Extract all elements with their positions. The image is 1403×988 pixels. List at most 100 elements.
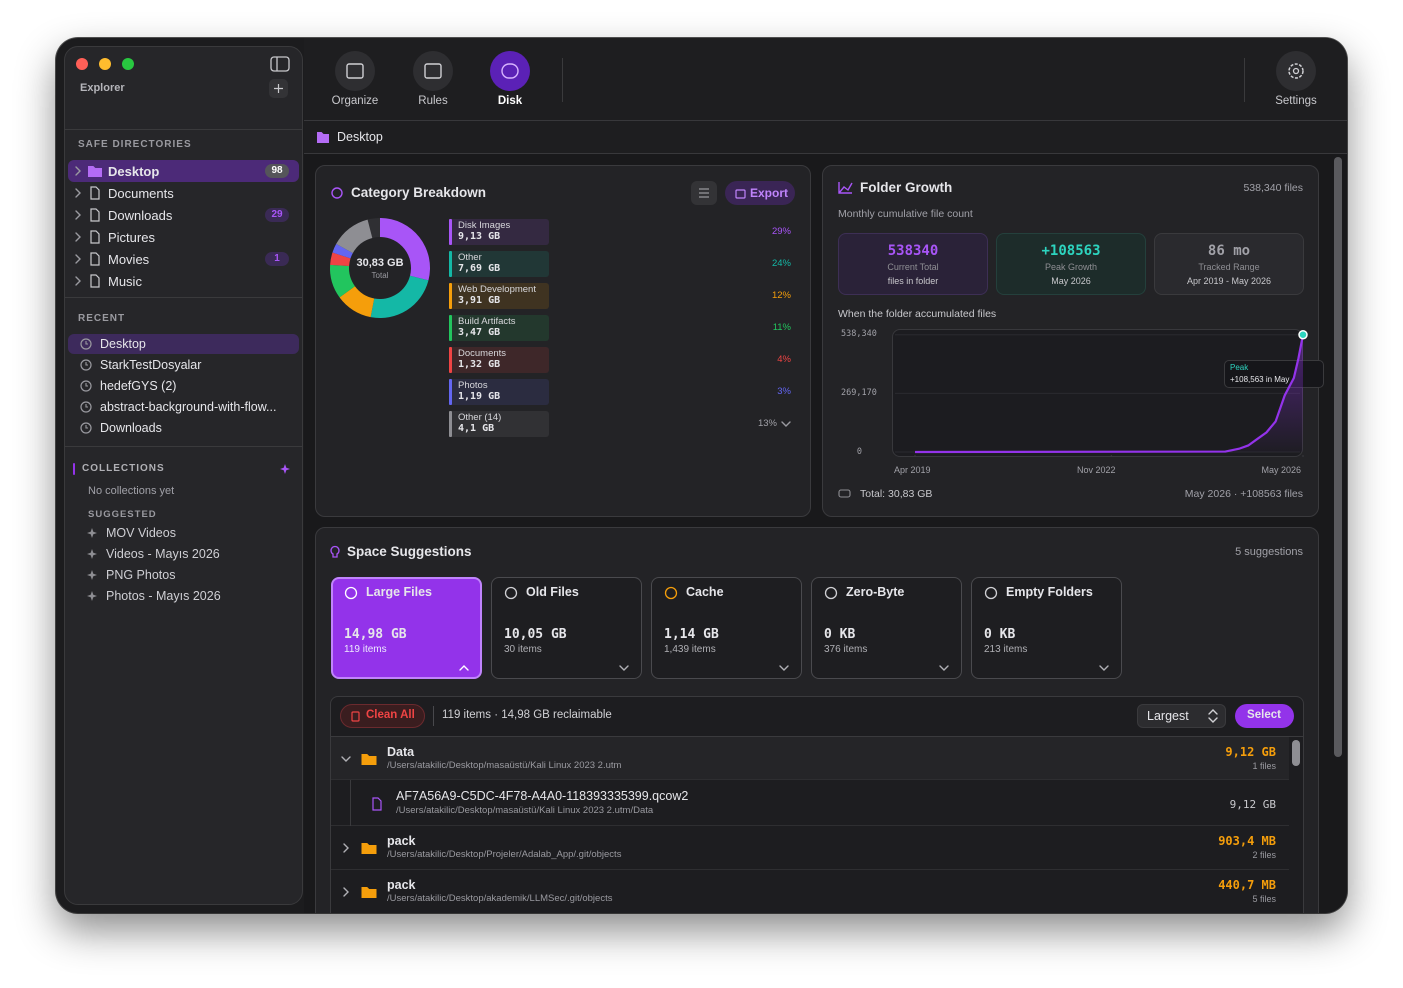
badge <box>265 164 289 178</box>
stat-label: Current Total <box>887 261 939 272</box>
suggested-collection[interactable]: Videos - Mayıs 2026 <box>106 546 220 561</box>
row-name: pack <box>387 877 416 892</box>
card-title: Folder Growth <box>860 180 953 196</box>
card-title: Space Suggestions <box>347 544 472 560</box>
toolbar-label[interactable]: Disk <box>497 95 523 108</box>
chevron-icon <box>459 665 469 671</box>
clock-hand <box>85 404 88 408</box>
suggestion-count: 5 suggestions <box>1235 545 1303 558</box>
suggested-collection[interactable]: PNG Photos <box>106 567 176 582</box>
file-row[interactable] <box>331 870 1289 913</box>
recent-item[interactable]: hedefGYS (2) <box>100 378 177 393</box>
toolbar-label[interactable]: Rules <box>418 95 448 108</box>
file-icon <box>90 186 100 200</box>
clock-icon <box>80 338 92 350</box>
donut-slice <box>380 218 431 281</box>
directory-item[interactable]: Documents <box>108 185 174 201</box>
clean-all-label[interactable]: Clean All <box>366 709 415 722</box>
stat-detail: May 2026 <box>1051 275 1091 286</box>
tooltip-title: Peak <box>1230 363 1249 372</box>
sparkle-icon <box>87 570 97 580</box>
toolbar-button[interactable] <box>413 51 453 91</box>
toolbar-divider <box>1244 58 1245 102</box>
legend-color-bar <box>449 347 452 373</box>
export-label[interactable]: Export <box>750 186 789 200</box>
stat-label: Tracked Range <box>1198 261 1260 272</box>
folder-icon <box>361 843 377 854</box>
sidebar-divider <box>65 129 302 130</box>
settings-button[interactable] <box>1276 51 1316 91</box>
list-scrollbar <box>1292 740 1300 766</box>
file-row[interactable] <box>331 780 1289 826</box>
sparkle-icon <box>87 528 97 538</box>
section-heading: SUGGESTED <box>88 509 157 521</box>
legend-percent: 12% <box>771 290 791 302</box>
folder-icon <box>317 132 329 143</box>
legend-row-bg <box>449 347 549 373</box>
legend-percent: 13% <box>757 418 777 430</box>
directory-item[interactable]: Desktop <box>108 163 160 179</box>
directory-item[interactable]: Music <box>108 273 142 289</box>
chevron-icon <box>75 232 81 242</box>
chevron-icon <box>1208 717 1218 723</box>
stat-label: Peak Growth <box>1044 261 1098 272</box>
chevron-icon <box>75 254 81 264</box>
legend-name: Documents <box>458 348 507 360</box>
select-label[interactable]: Select <box>1247 709 1281 722</box>
toolbar-label[interactable]: Organize <box>331 95 379 108</box>
sparkle-icon <box>280 464 290 474</box>
gear-hole <box>1292 67 1300 75</box>
suggested-collection[interactable]: MOV Videos <box>106 525 176 540</box>
suggestion-size: 10,05 GB <box>504 626 567 642</box>
suggestion-size: 14,98 GB <box>344 626 407 642</box>
legend-color-bar <box>449 379 452 405</box>
legend-color-bar <box>449 315 452 341</box>
clock-icon <box>80 401 92 413</box>
legend-size: 3,91 GB <box>458 295 501 306</box>
legend-size: 9,13 GB <box>458 231 501 242</box>
legend-percent: 4% <box>777 354 791 366</box>
footer-total: Total: 30,83 GB <box>860 487 933 500</box>
sort-select[interactable] <box>1137 704 1226 728</box>
recent-item[interactable]: StarkTestDosyalar <box>100 357 202 372</box>
legend-row-bg <box>449 219 549 245</box>
row-size: 903,4 MB <box>1218 834 1276 848</box>
suggestion-icon <box>504 586 518 600</box>
directory-item[interactable]: Downloads <box>108 207 173 223</box>
growth-line <box>914 334 1305 454</box>
clean-all-button[interactable] <box>340 704 425 728</box>
sort-label: Largest <box>1147 708 1189 723</box>
donut-slice <box>332 243 353 259</box>
breadcrumb: Desktop <box>337 129 383 144</box>
folder-icon <box>88 166 102 177</box>
donut-slice <box>330 264 355 298</box>
file-row[interactable] <box>331 826 1289 870</box>
recent-item[interactable]: abstract-background-with-flow... <box>100 399 277 414</box>
donut-slice <box>336 219 373 254</box>
sidebar-toggle-icon <box>270 56 290 72</box>
recent-item[interactable]: Desktop <box>100 336 146 351</box>
stage: Explorer SAFE DIRECTORIES Desktop 98 Documen… <box>56 38 1347 913</box>
x-tick-label: Nov 2022 <box>1077 464 1116 475</box>
export-button[interactable] <box>725 181 795 205</box>
suggested-collection[interactable]: Photos - Mayıs 2026 <box>106 588 221 603</box>
directory-item[interactable]: Movies <box>108 251 150 267</box>
card-title: Category Breakdown <box>351 185 487 201</box>
folder-icon <box>361 754 377 765</box>
toolbar-button[interactable] <box>490 51 530 91</box>
chevron-icon <box>75 210 81 220</box>
select-button[interactable] <box>1235 704 1294 728</box>
file-icon <box>90 274 100 288</box>
chevron-icon <box>1099 665 1109 671</box>
clock-icon <box>80 359 92 371</box>
toolbar-button[interactable] <box>335 51 375 91</box>
suggestion-size: 0 KB <box>824 626 856 642</box>
row-name: Data <box>387 744 415 759</box>
recent-item[interactable]: Downloads <box>100 420 162 435</box>
legend-color-bar <box>449 283 452 309</box>
suggestion-title: Old Files <box>526 584 579 599</box>
toolbar-label[interactable]: Settings <box>1275 95 1317 108</box>
directory-item[interactable]: Pictures <box>108 229 155 245</box>
file-row[interactable] <box>331 737 1289 780</box>
toolbar-icon <box>346 63 364 79</box>
